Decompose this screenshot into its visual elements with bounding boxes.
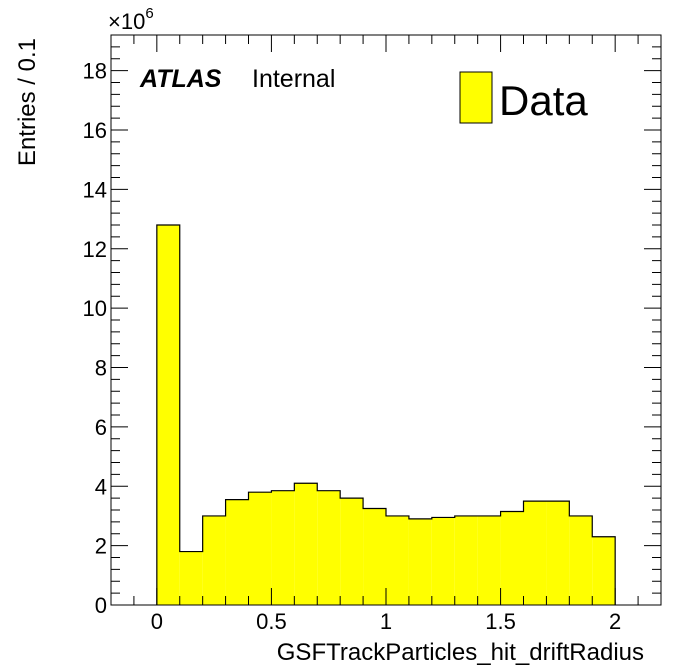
histogram-bar [317,490,341,605]
y-multiplier-label: ×106 [108,5,154,34]
y-tick-label: 10 [83,296,107,321]
histogram-bar [340,498,364,605]
y-tick-label: 8 [95,356,107,381]
x-tick-labels: 0 0.5 1 1.5 2 [151,609,622,634]
x-axis-label: GSFTrackParticles_hit_driftRadius [277,639,644,666]
histogram-bar [477,515,501,605]
y-tick-label: 12 [83,237,107,262]
histogram-bar [454,515,478,605]
histogram-bar [592,536,616,605]
y-tick-label: 14 [83,177,107,202]
legend-swatch [459,71,493,124]
histogram-bar [408,518,432,605]
atlas-label: ATLAS [139,65,222,93]
x-tick-label: 1 [380,609,392,634]
x-tick-label: 2 [609,609,621,634]
y-axis-label: Entries / 0.1 [14,38,41,166]
histogram-outline [156,224,616,605]
y-tick-label: 0 [95,593,107,618]
histogram-bar [179,551,203,605]
histogram-bar [363,508,386,605]
y-tick-label: 16 [83,118,107,143]
histogram-bars [156,224,616,605]
histogram-bar [248,492,272,605]
histogram-bar [225,499,249,605]
x-tick-label: 1.5 [485,609,516,634]
x-tick-label: 0 [151,609,163,634]
plot-frame [110,34,662,606]
x-tick-label: 0.5 [256,609,287,634]
histogram-bar [500,511,524,605]
y-tick-label: 4 [95,474,107,499]
histogram-bar [546,501,570,605]
y-tick-label: 6 [95,415,107,440]
legend-label: Data [499,77,588,124]
histogram-bar [294,483,318,605]
histogram-bar [202,515,226,605]
y-tick-label: 2 [95,534,107,559]
histogram-bar [156,225,180,605]
histogram-bar [431,517,455,605]
atlas-status-label: Internal [252,65,335,93]
y-tick-label: 18 [83,59,107,84]
histogram-bar [271,490,295,605]
histogram-bar [523,501,547,605]
histogram-bar [386,515,409,605]
histogram-bar [569,515,593,605]
y-tick-labels: 0 2 4 6 8 10 12 14 16 18 [83,59,107,618]
